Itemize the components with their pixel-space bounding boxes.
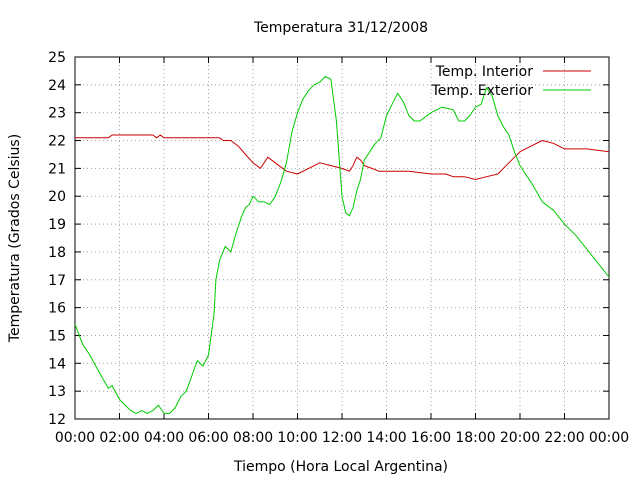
x-tick-label: 04:00 [144, 430, 184, 446]
x-tick-label: 08:00 [233, 430, 273, 446]
x-tick-label: 02:00 [99, 430, 139, 446]
x-tick-label: 16:00 [411, 430, 451, 446]
x-tick-label: 22:00 [544, 430, 584, 446]
series-line-exterior [74, 76, 610, 414]
y-tick-label: 25 [48, 50, 66, 66]
legend-label: Temp. Exterior [431, 83, 534, 99]
y-tick-label: 17 [48, 273, 66, 289]
y-tick-label: 13 [48, 384, 66, 400]
series-line-interior [75, 134, 610, 180]
y-tick-label: 20 [48, 189, 66, 205]
chart-title: Temperatura 31/12/2008 [253, 20, 428, 36]
x-tick-label: 00:00 [589, 430, 629, 446]
y-tick-label: 12 [48, 412, 66, 428]
y-tick-label: 21 [48, 161, 66, 177]
x-tick-label: 20:00 [500, 430, 540, 446]
legend: Temp. Interior Temp. Exterior [431, 64, 591, 99]
y-tick-label: 16 [48, 301, 66, 317]
plot-frame [74, 56, 610, 420]
x-tick-label: 00:00 [55, 430, 95, 446]
y-tick-label: 24 [48, 78, 66, 94]
x-tick-label: 10:00 [277, 430, 317, 446]
y-tick-label: 14 [48, 356, 66, 372]
x-tick-label: 18:00 [455, 430, 495, 446]
y-tick-label: 19 [48, 217, 66, 233]
x-tick-label: 06:00 [188, 430, 228, 446]
y-tick-label: 22 [48, 134, 66, 150]
grid [75, 57, 609, 419]
x-tick-label: 14:00 [366, 430, 406, 446]
y-tick-label: 23 [48, 106, 66, 122]
y-tick-label: 18 [48, 245, 66, 261]
y-axis-label: Temperatura (Grados Celsius) [7, 134, 23, 343]
x-tick-label: 12:00 [322, 430, 362, 446]
legend-label: Temp. Interior [435, 64, 534, 80]
x-axis-label: Tiempo (Hora Local Argentina) [233, 459, 448, 475]
series-lines [74, 76, 610, 414]
y-tick-label: 15 [48, 328, 66, 344]
